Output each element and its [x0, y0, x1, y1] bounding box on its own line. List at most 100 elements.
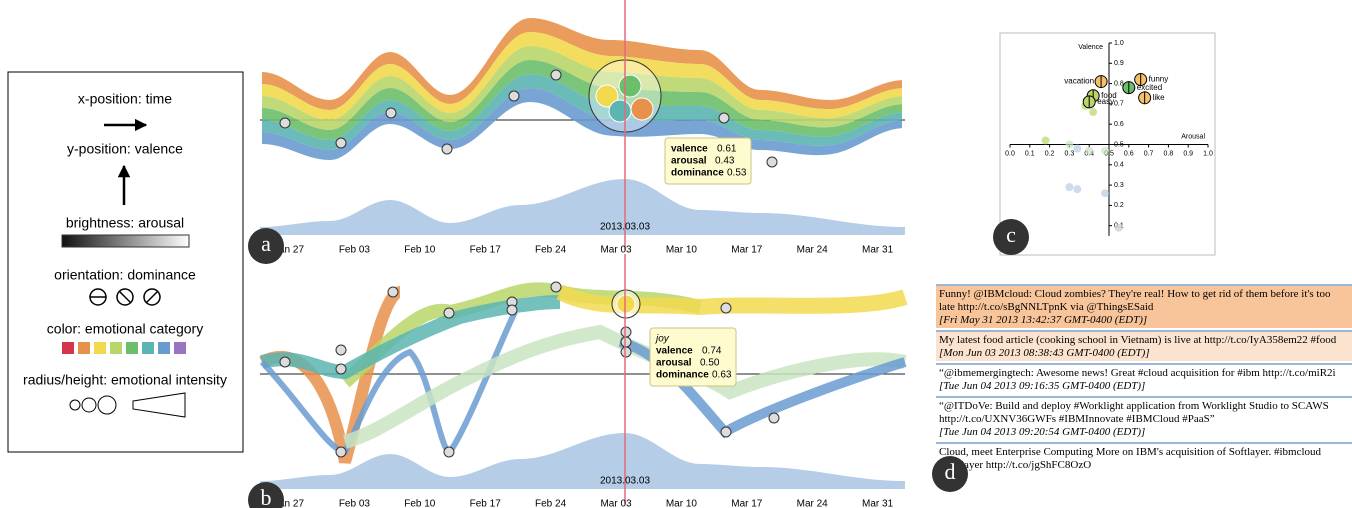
tweet-text: My latest food article (cooking school i… — [939, 334, 1337, 346]
tooltip-key: arousal — [671, 156, 707, 167]
x-tick-label: Feb 24 — [535, 499, 567, 508]
x-tick-label: Mar 03 — [600, 499, 632, 508]
tweet: “@ITDoVe: Build and deploy #Worklight ap… — [936, 396, 1352, 440]
stream-band — [262, 88, 902, 160]
tooltip-key: dominance — [671, 168, 724, 179]
stream-band — [262, 74, 902, 150]
x-tick-label: 0.2 — [1045, 150, 1055, 157]
tooltip-value: 0.53 — [727, 168, 747, 179]
lens-glyph — [608, 99, 632, 123]
event-glyph — [506, 296, 518, 308]
x-tick-label: 0.7 — [1144, 150, 1154, 157]
emotion-point — [1138, 91, 1152, 105]
event-glyph — [443, 307, 455, 319]
x-tick-label: 0.6 — [1124, 150, 1134, 157]
legend-label: y-position: valence — [67, 141, 183, 157]
x-tick-label: 0.0 — [1005, 150, 1015, 157]
panel-a: 2013.03.03 Jan 27 Feb 03 Feb 10 Feb 17 Feb 24… — [248, 0, 905, 264]
x-tick-label: Jan 27 — [274, 245, 304, 256]
faint-point — [1041, 136, 1050, 145]
event-glyph — [720, 302, 732, 314]
tooltip-value: 0.63 — [712, 370, 732, 381]
x-tick-label: Feb 17 — [470, 499, 502, 508]
emotion-point — [1082, 95, 1096, 109]
tweet: My latest food article (cooking school i… — [936, 330, 1352, 361]
legend: x-position: time y-position: valence brigh… — [7, 71, 244, 453]
x-tick-label: Mar 17 — [731, 499, 763, 508]
event-glyph — [620, 326, 632, 338]
x-tick-label: Mar 31 — [862, 499, 894, 508]
panel-label: b — [261, 485, 272, 508]
y-tick-label: 0.9 — [1114, 60, 1124, 67]
faint-point — [1081, 101, 1090, 110]
x-tick-label: Feb 10 — [404, 499, 436, 508]
event-glyph — [620, 346, 632, 358]
event-glyph — [335, 446, 347, 458]
orientation-icons — [89, 288, 161, 306]
tweet: “@ibmemergingtech: Awesome news! Great #… — [936, 363, 1352, 394]
emotion-point — [1134, 73, 1148, 87]
panel-badge — [248, 228, 284, 264]
x-tick-label: Feb 24 — [535, 245, 567, 256]
tooltip-emotion: joy — [654, 334, 670, 345]
tweet-text: Cloud, meet Enterprise Computing More on… — [939, 446, 1322, 471]
date-label: 2013.03.03 — [600, 476, 650, 487]
event-glyph — [335, 344, 347, 356]
faint-point — [1065, 183, 1074, 192]
faint-point — [1114, 223, 1123, 232]
category-swatches — [62, 342, 186, 354]
faint-point — [1085, 146, 1094, 155]
x-tick-label: Feb 17 — [470, 245, 502, 256]
emotion-point — [1094, 75, 1108, 89]
tweet-text: “@ibmemergingtech: Awesome news! Great #… — [939, 367, 1336, 379]
event-glyph — [279, 356, 291, 368]
x-tick-label: 0.9 — [1183, 150, 1193, 157]
x-tick-label: Jan 27 — [274, 499, 304, 508]
panel-badge — [248, 482, 284, 508]
tooltip-key: arousal — [656, 358, 692, 369]
event-glyph — [279, 117, 291, 129]
y-tick-label: 0.2 — [1114, 202, 1124, 209]
event-glyph — [768, 412, 780, 424]
event-glyph — [550, 69, 562, 81]
tooltip-value: 0.74 — [702, 346, 722, 357]
x-tick-label: 0.5 — [1104, 150, 1114, 157]
point-label: like — [1153, 93, 1166, 102]
x-tick-label: Mar 10 — [666, 245, 698, 256]
event-glyph — [718, 112, 730, 124]
y-axis-label: Valence — [1078, 44, 1103, 51]
panel-b: 2013.03.03 Jan 27 Feb 03 Feb 10 Feb 17 Feb 24… — [248, 254, 908, 508]
event-glyph — [387, 286, 399, 298]
faint-point — [1073, 144, 1082, 153]
tooltip-value: 0.43 — [715, 156, 735, 167]
emotion-ribbon — [556, 284, 908, 316]
tweet-text: Funny! @IBMcloud: Cloud zombies? They're… — [939, 288, 1331, 313]
panel-c: 0.0 0.1 0.2 0.3 0.4 0.5 0.6 0.7 0.8 0.9 1.00.10.20… — [993, 32, 1216, 256]
event-glyph — [550, 281, 562, 293]
event-glyph — [443, 446, 455, 458]
point-label: funny — [1149, 75, 1169, 84]
legend-label: orientation: dominance — [54, 267, 196, 283]
tweet-date: [Tue Jun 04 2013 09:16:35 GMT-0400 (EDT)… — [939, 380, 1146, 392]
x-tick-label: Mar 31 — [862, 245, 894, 256]
x-tick-label: 1.0 — [1203, 150, 1213, 157]
volume-area — [260, 179, 905, 235]
tweet: Cloud, meet Enterprise Computing More on… — [936, 442, 1352, 473]
y-tick-label: 0.7 — [1114, 101, 1124, 108]
point-label: easy — [1097, 97, 1114, 106]
lens-glyph — [618, 74, 642, 98]
y-tick-label: 0.5 — [1114, 141, 1124, 148]
tweet-text: “@ITDoVe: Build and deploy #Worklight ap… — [939, 400, 1329, 425]
x-tick-label: Mar 24 — [797, 245, 829, 256]
emotion-ribbon — [342, 324, 907, 449]
lens-glyph — [630, 97, 654, 121]
x-tick-label: 0.8 — [1164, 150, 1174, 157]
tooltip-key: dominance — [656, 370, 709, 381]
x-tick-label: Mar 17 — [731, 245, 763, 256]
emotion-ribbon — [340, 282, 702, 388]
point-label: vacation — [1064, 77, 1094, 86]
tweet-date: [Mon Jun 03 2013 08:38:43 GMT-0400 (EDT)… — [939, 347, 1150, 359]
y-tick-label: 0.6 — [1114, 121, 1124, 128]
x-tick-label: Feb 03 — [339, 245, 371, 256]
faint-point — [1101, 146, 1110, 155]
